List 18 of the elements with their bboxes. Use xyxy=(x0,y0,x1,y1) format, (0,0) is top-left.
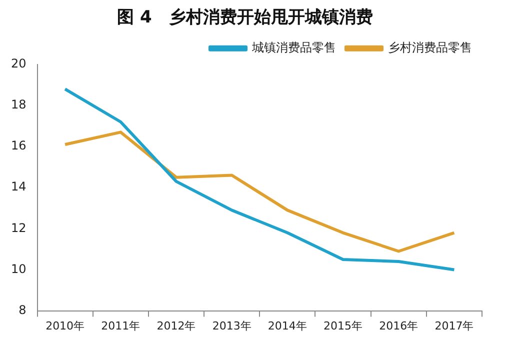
legend-label: 乡村消费品零售 xyxy=(388,40,472,55)
x-tick-label: 2017年 xyxy=(434,319,474,332)
y-tick-label: 20 xyxy=(10,56,26,71)
x-tick-label: 2010年 xyxy=(46,319,85,332)
chart-title: 图 4 乡村消费开始甩开城镇消费 xyxy=(117,8,373,28)
x-tick-label: 2011年 xyxy=(101,319,140,332)
x-tick-label: 2012年 xyxy=(156,319,196,332)
y-tick-label: 16 xyxy=(10,138,26,153)
y-tick-label: 10 xyxy=(10,262,26,276)
x-tick-label: 2014年 xyxy=(268,319,307,332)
legend-label: 城镇消费品零售 xyxy=(251,40,336,55)
x-tick-label: 2016年 xyxy=(379,319,418,332)
x-tick-label: 2015年 xyxy=(324,319,363,332)
y-tick-label: 18 xyxy=(10,98,26,112)
x-tick-label: 2013年 xyxy=(212,319,252,332)
y-tick-label: 12 xyxy=(10,220,26,235)
y-tick-label: 8 xyxy=(18,302,26,317)
y-tick-label: 14 xyxy=(10,180,26,194)
